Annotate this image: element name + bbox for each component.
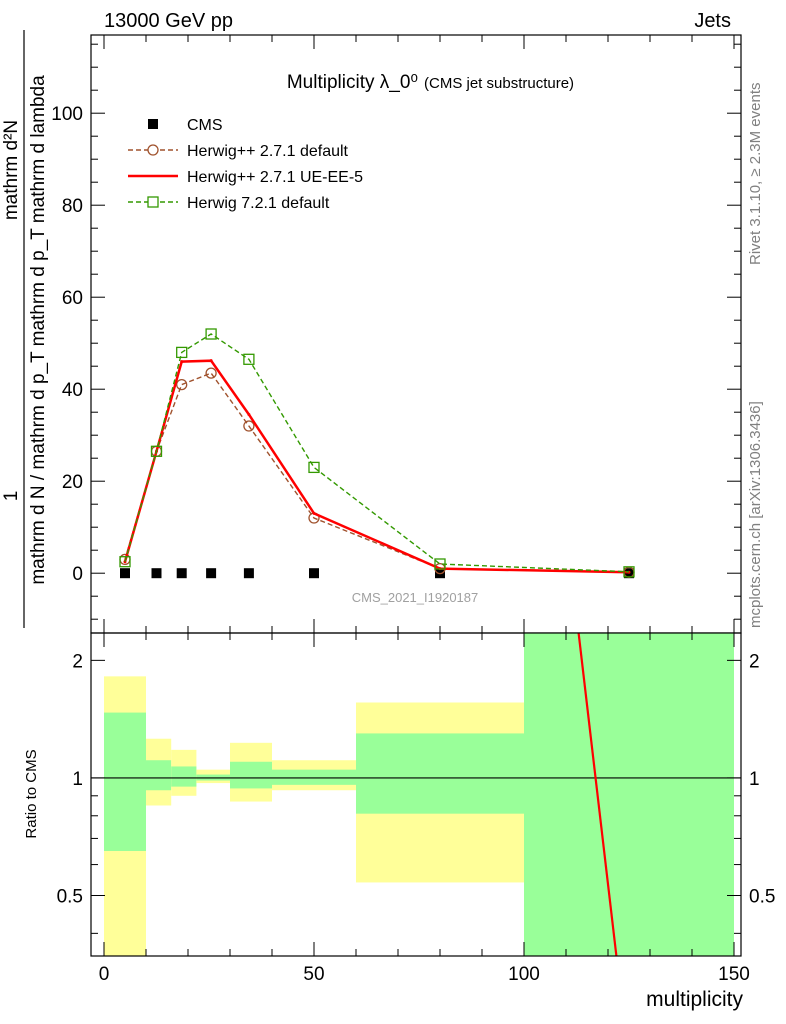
series-point-1 <box>243 420 255 432</box>
series-line-3 <box>124 333 630 573</box>
legend-marker-cms <box>148 119 158 129</box>
ratio-plot-frame <box>90 632 742 957</box>
series-point-3 <box>205 328 217 340</box>
cms-data-point <box>309 568 319 579</box>
legend-entry-1: Herwig++ 2.7.1 default <box>128 143 349 160</box>
main-y-tick-label: 20 <box>62 472 83 493</box>
series-point-3 <box>243 353 255 365</box>
ratio-band-green-7 <box>524 633 734 956</box>
header-energy-label: 13000 GeV pp <box>104 10 233 32</box>
ratio-uncertainty-bands <box>91 632 741 957</box>
legend-label-0: CMS <box>187 117 223 134</box>
x-tick-label: 150 <box>718 964 750 985</box>
ratio-y-tick-label: 2 <box>72 651 83 672</box>
series-point-3 <box>308 461 320 474</box>
main-y-tick-label: 80 <box>62 196 83 217</box>
legend-marker-1 <box>147 144 159 156</box>
ratio-y-tick-label-right: 0.5 <box>749 887 775 908</box>
ratio-y-tick-label-right: 2 <box>749 651 760 672</box>
ratio-band-green-6 <box>356 733 524 814</box>
legend-marker-3 <box>147 196 159 208</box>
cms-data-point <box>243 568 254 579</box>
cms-data-point <box>176 568 187 579</box>
series-point-3 <box>623 566 635 578</box>
ratio-y-tick-label: 0.5 <box>57 887 83 908</box>
ratio-plot-ticks: 0.5 0.5 1 1 2 2 0 50 100 150 <box>57 633 775 985</box>
main-y-tick-label: 40 <box>62 380 83 401</box>
main-y-tick-label: 60 <box>62 288 83 309</box>
x-axis-title: multiplicity <box>646 988 743 1011</box>
mcplots-source-label: mcplots.cern.ch [arXiv:1306.3436] <box>747 401 764 628</box>
series-point-1 <box>176 378 188 391</box>
series-point-3 <box>434 558 446 570</box>
header-process-label: Jets <box>694 10 731 32</box>
series-point-3 <box>119 556 131 568</box>
y-title-numerator: 1 <box>1 491 22 502</box>
cms-data-point <box>206 568 217 579</box>
main-y-tick-label: 100 <box>51 104 83 125</box>
ratio-band-green-5 <box>272 769 356 785</box>
ratio-y-tick-label-right: 1 <box>749 769 760 790</box>
series-line-2 <box>123 359 630 574</box>
legend-label-1: Herwig++ 2.7.1 default <box>187 143 349 160</box>
series-point-3 <box>150 445 163 457</box>
cms-data-point <box>120 568 130 579</box>
legend-entry-2: Herwig++ 2.7.1 UE-EE-5 <box>128 169 363 186</box>
main-plot: 0 20 40 60 80 100 Multiplicity λ_0⁰ (CMS jet … <box>51 34 742 634</box>
series-point-2 <box>247 413 251 416</box>
ratio-y-tick-label: 1 <box>72 769 83 790</box>
series-point-2 <box>209 359 213 363</box>
y-title-denominator: mathrm d N / mathrm d p_T mathrm d p_T m… <box>28 75 49 585</box>
ratio-band-green-0 <box>104 712 146 851</box>
cms-data-point <box>151 568 162 579</box>
ratio-band-green-4 <box>230 761 272 789</box>
main-plot-subtitle: (CMS jet substructure) <box>424 75 574 92</box>
series-point-2 <box>312 511 316 515</box>
series-line-1 <box>124 372 630 573</box>
x-tick-label: 100 <box>508 964 540 985</box>
ratio-band-green-2 <box>171 766 197 787</box>
ratio-band-green-1 <box>146 760 172 791</box>
series-point-2 <box>180 360 184 364</box>
ratio-line-herwig-ue-ee-5 <box>577 632 618 957</box>
main-y-tick-label: 0 <box>72 564 83 585</box>
main-y-axis-title: 1 mathrm d²N mathrm d N / mathrm d p_T m… <box>1 30 49 628</box>
ratio-plot: 0.5 0.5 1 1 2 2 0 50 100 150 Ratio to CMS multipl… <box>23 632 775 1011</box>
series-point-3 <box>176 346 188 359</box>
x-tick-label: 50 <box>303 964 324 985</box>
main-plot-ticks: 0 20 40 60 80 100 <box>51 35 741 633</box>
main-plot-title: Multiplicity λ_0⁰ <box>287 72 418 93</box>
main-plot-marks <box>119 328 635 579</box>
legend-label-2: Herwig++ 2.7.1 UE-EE-5 <box>187 169 363 186</box>
legend-entry-3: Herwig 7.2.1 default <box>128 195 330 212</box>
ratio-y-axis-title: Ratio to CMS <box>23 749 40 838</box>
series-point-1 <box>205 367 217 379</box>
legend: CMS Herwig++ 2.7.1 default Herwig++ 2.7.1 … <box>128 117 363 212</box>
analysis-watermark: CMS_2021_I1920187 <box>352 590 479 605</box>
rivet-version-label: Rivet 3.1.10, ≥ 2.3M events <box>747 83 764 266</box>
x-tick-label: 0 <box>99 964 110 985</box>
legend-entry-0: CMS <box>148 117 223 134</box>
legend-label-3: Herwig 7.2.1 default <box>187 195 330 212</box>
y-title-top: mathrm d²N <box>1 120 22 220</box>
